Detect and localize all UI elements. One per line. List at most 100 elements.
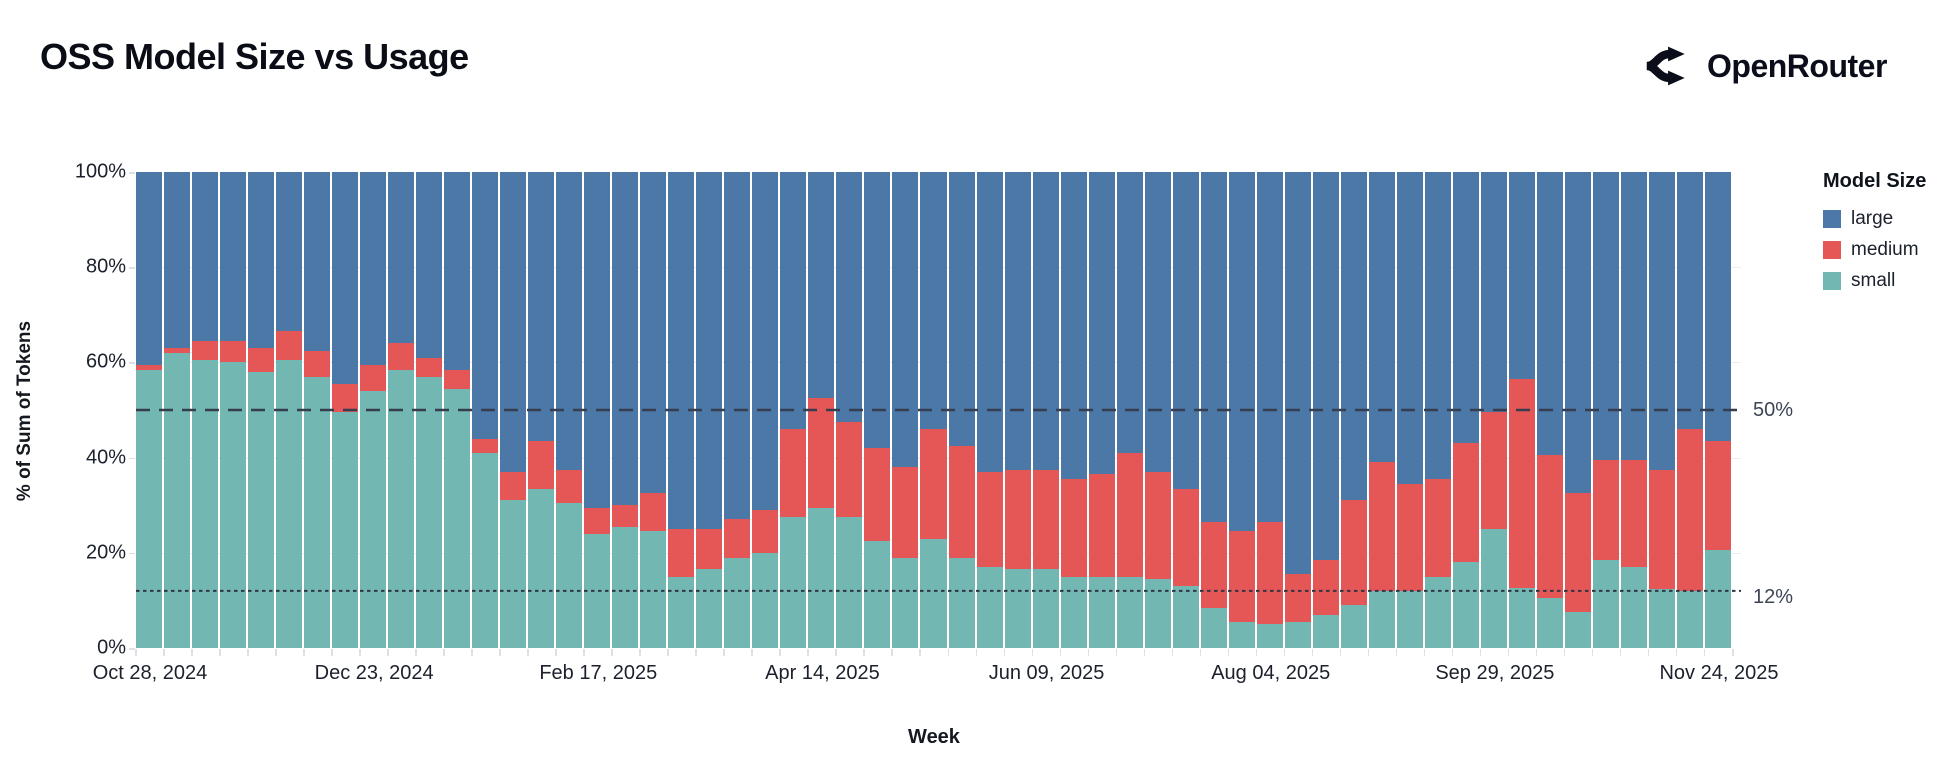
bar-segment-large[interactable] xyxy=(1480,172,1507,413)
bar-segment-small[interactable] xyxy=(864,540,891,648)
bar-segment-medium[interactable] xyxy=(164,348,191,353)
bar-segment-small[interactable] xyxy=(1620,567,1647,648)
bar-segment-medium[interactable] xyxy=(220,340,247,363)
bar-segment-medium[interactable] xyxy=(276,331,303,360)
bar-segment-medium[interactable] xyxy=(1228,531,1255,622)
bar-segment-large[interactable] xyxy=(892,172,919,468)
bar-segment-medium[interactable] xyxy=(248,348,275,372)
bar-segment-small[interactable] xyxy=(1508,588,1535,648)
bar-segment-large[interactable] xyxy=(444,172,471,370)
bar-segment-medium[interactable] xyxy=(1256,521,1283,625)
bar-segment-medium[interactable] xyxy=(528,440,555,489)
bar-segment-large[interactable] xyxy=(136,172,163,365)
bar-segment-large[interactable] xyxy=(1060,172,1087,480)
bar-segment-large[interactable] xyxy=(472,172,499,439)
stacked-bar[interactable] xyxy=(1592,172,1619,648)
stacked-bar[interactable] xyxy=(1144,172,1171,648)
bar-segment-large[interactable] xyxy=(640,172,667,494)
bar-segment-small[interactable] xyxy=(388,369,415,648)
bar-segment-medium[interactable] xyxy=(1116,452,1143,577)
stacked-bar[interactable] xyxy=(1256,172,1283,648)
stacked-bar[interactable] xyxy=(388,172,415,648)
bar-segment-small[interactable] xyxy=(640,531,667,648)
bar-segment-small[interactable] xyxy=(276,360,303,648)
stacked-bar[interactable] xyxy=(1284,172,1311,648)
bar-segment-small[interactable] xyxy=(1088,576,1115,648)
bar-segment-medium[interactable] xyxy=(388,343,415,370)
bar-segment-medium[interactable] xyxy=(1284,574,1311,622)
bar-segment-small[interactable] xyxy=(1144,578,1171,648)
bar-segment-small[interactable] xyxy=(500,500,527,648)
bar-segment-medium[interactable] xyxy=(472,438,499,453)
bar-segment-large[interactable] xyxy=(920,172,947,430)
bar-segment-small[interactable] xyxy=(1172,586,1199,648)
bar-segment-medium[interactable] xyxy=(724,519,751,558)
bar-segment-medium[interactable] xyxy=(1424,479,1451,577)
bar-segment-small[interactable] xyxy=(612,526,639,648)
bar-segment-small[interactable] xyxy=(1256,624,1283,648)
bar-segment-medium[interactable] xyxy=(836,421,863,518)
bar-segment-small[interactable] xyxy=(136,369,163,648)
bar-segment-medium[interactable] xyxy=(1676,429,1703,591)
bar-segment-small[interactable] xyxy=(220,362,247,648)
bar-segment-small[interactable] xyxy=(1424,576,1451,648)
bar-segment-medium[interactable] xyxy=(1312,559,1339,615)
bar-segment-medium[interactable] xyxy=(948,445,975,558)
bar-segment-medium[interactable] xyxy=(1480,412,1507,529)
bar-segment-large[interactable] xyxy=(528,172,555,441)
bar-segment-large[interactable] xyxy=(696,172,723,529)
bar-segment-medium[interactable] xyxy=(192,340,219,360)
bar-segment-small[interactable] xyxy=(1452,562,1479,648)
bar-segment-small[interactable] xyxy=(752,552,779,648)
bar-segment-medium[interactable] xyxy=(444,369,471,389)
bar-segment-small[interactable] xyxy=(1032,569,1059,648)
bar-segment-small[interactable] xyxy=(836,517,863,648)
stacked-bar[interactable] xyxy=(892,172,919,648)
bar-segment-small[interactable] xyxy=(808,507,835,648)
stacked-bar[interactable] xyxy=(584,172,611,648)
stacked-bar[interactable] xyxy=(612,172,639,648)
bar-segment-small[interactable] xyxy=(1116,576,1143,648)
bar-segment-medium[interactable] xyxy=(1536,455,1563,599)
stacked-bar[interactable] xyxy=(864,172,891,648)
stacked-bar[interactable] xyxy=(808,172,835,648)
bar-segment-large[interactable] xyxy=(388,172,415,344)
bar-segment-large[interactable] xyxy=(248,172,275,349)
bar-segment-large[interactable] xyxy=(1228,172,1255,532)
bar-segment-small[interactable] xyxy=(920,538,947,648)
stacked-bar[interactable] xyxy=(1620,172,1647,648)
bar-segment-medium[interactable] xyxy=(1704,440,1731,551)
bar-segment-small[interactable] xyxy=(444,388,471,648)
stacked-bar[interactable] xyxy=(1648,172,1675,648)
bar-segment-small[interactable] xyxy=(1648,588,1675,648)
bar-segment-large[interactable] xyxy=(332,172,359,384)
legend-item-small[interactable]: small xyxy=(1823,270,1926,292)
bar-segment-large[interactable] xyxy=(1088,172,1115,475)
bar-segment-small[interactable] xyxy=(1480,528,1507,648)
stacked-bar[interactable] xyxy=(276,172,303,648)
bar-segment-medium[interactable] xyxy=(696,529,723,570)
bar-segment-large[interactable] xyxy=(1312,172,1339,560)
bar-segment-medium[interactable] xyxy=(416,357,443,377)
bar-segment-large[interactable] xyxy=(1648,172,1675,470)
stacked-bar[interactable] xyxy=(220,172,247,648)
bar-segment-medium[interactable] xyxy=(780,429,807,518)
stacked-bar[interactable] xyxy=(1088,172,1115,648)
stacked-bar[interactable] xyxy=(1424,172,1451,648)
bar-segment-medium[interactable] xyxy=(1088,474,1115,577)
bar-segment-small[interactable] xyxy=(164,352,191,648)
stacked-bar[interactable] xyxy=(192,172,219,648)
bar-segment-large[interactable] xyxy=(1508,172,1535,380)
bar-segment-large[interactable] xyxy=(724,172,751,520)
bar-segment-large[interactable] xyxy=(752,172,779,510)
stacked-bar[interactable] xyxy=(1536,172,1563,648)
bar-segment-large[interactable] xyxy=(192,172,219,341)
bar-segment-small[interactable] xyxy=(1200,607,1227,648)
bar-segment-large[interactable] xyxy=(780,172,807,430)
bar-segment-large[interactable] xyxy=(1200,172,1227,522)
bar-segment-medium[interactable] xyxy=(556,469,583,503)
bar-segment-medium[interactable] xyxy=(640,493,667,532)
bar-segment-large[interactable] xyxy=(1592,172,1619,460)
bar-segment-small[interactable] xyxy=(696,569,723,648)
stacked-bar[interactable] xyxy=(556,172,583,648)
